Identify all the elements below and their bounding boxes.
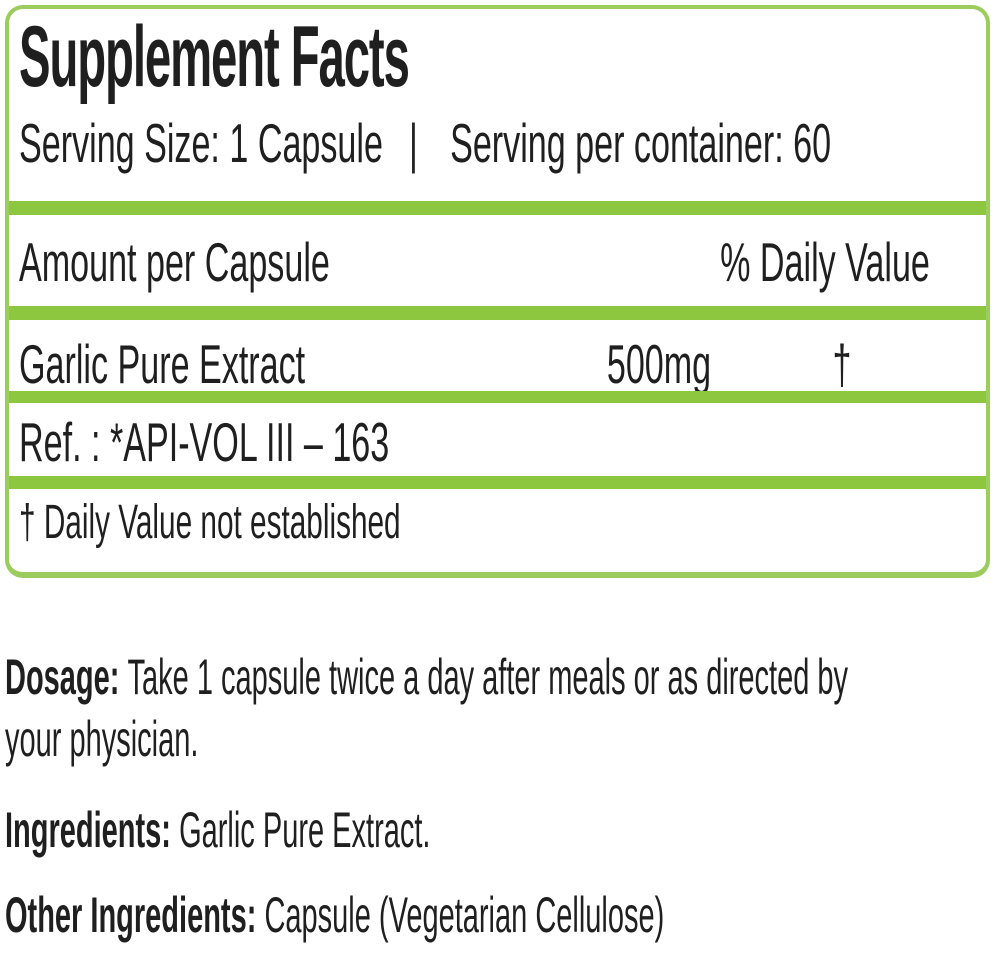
other-ingredients-paragraph: Other Ingredients: Capsule (Vegetarian Ce… xyxy=(5,884,1000,946)
dosage-label: Dosage: xyxy=(5,649,120,705)
servings-per-container-text: Serving per container: 60 xyxy=(450,112,832,174)
ingredients-label: Ingredients: xyxy=(5,802,171,858)
divider-rule-ingredient xyxy=(9,391,986,403)
serving-info-row: Serving Size: 1 Capsule | Serving per cont… xyxy=(19,113,976,173)
divider-rule-header xyxy=(9,306,986,320)
daily-value-header: % Daily Value xyxy=(720,231,930,293)
other-ingredients-text: Capsule (Vegetarian Cellulose) xyxy=(264,887,665,943)
column-header-row: Amount per Capsule % Daily Value xyxy=(19,232,976,292)
footnote-text: † Daily Value not established xyxy=(19,496,401,549)
divider-rule-reference xyxy=(9,476,986,489)
serving-separator: | xyxy=(408,112,418,174)
serving-size-text: Serving Size: 1 Capsule xyxy=(19,112,383,174)
ingredients-text: Garlic Pure Extract. xyxy=(179,802,431,858)
supplement-facts-panel: Supplement Facts Serving Size: 1 Capsule… xyxy=(5,5,990,578)
amount-per-capsule-header: Amount per Capsule xyxy=(19,231,330,293)
dosage-paragraph-line-1: Dosage: Take 1 capsule twice a day after … xyxy=(5,646,1000,708)
ingredient-name: Garlic Pure Extract xyxy=(19,333,306,395)
dosage-text-line-2: your physician. xyxy=(5,711,199,767)
ingredient-row: Garlic Pure Extract 500mg † xyxy=(19,334,976,394)
reference-text: Ref. : *API-VOL III – 163 xyxy=(19,411,390,473)
other-ingredients-label: Other Ingredients: xyxy=(5,887,257,943)
ingredients-paragraph: Ingredients: Garlic Pure Extract. xyxy=(5,799,739,861)
ingredient-amount: 500mg xyxy=(606,333,712,395)
reference-row: Ref. : *API-VOL III – 163 xyxy=(19,412,976,472)
divider-rule-top xyxy=(9,201,986,215)
panel-title: Supplement Facts xyxy=(19,9,410,105)
dosage-text-line-1: Take 1 capsule twice a day after meals o… xyxy=(127,649,849,705)
ingredient-daily-value-dagger: † xyxy=(832,333,852,395)
footnote-row: † Daily Value not established xyxy=(19,496,976,550)
dosage-paragraph-line-2: your physician. xyxy=(5,708,339,770)
serving-info-text: Serving Size: 1 Capsule | Serving per cont… xyxy=(19,113,831,173)
supplement-facts-panel-content: Supplement Facts Serving Size: 1 Capsule… xyxy=(9,9,986,572)
panel-title-row: Supplement Facts xyxy=(19,13,976,101)
